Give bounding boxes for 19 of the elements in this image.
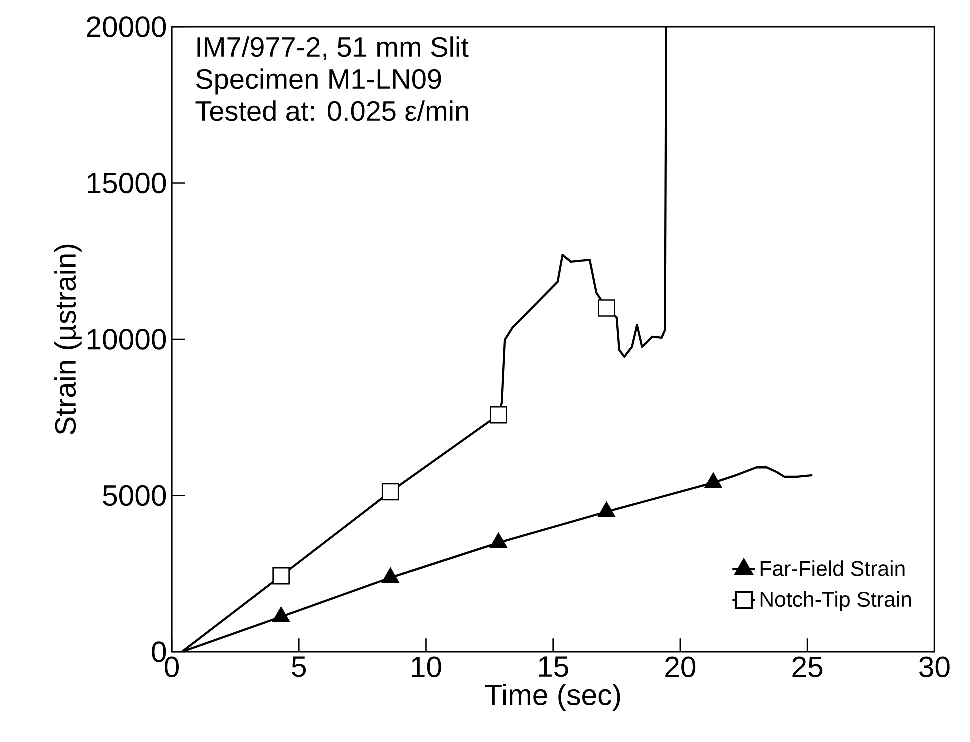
annotation: Tested at: 0.025 ε/min bbox=[196, 100, 468, 122]
x-tick-label: 25 bbox=[792, 656, 823, 678]
x-tick-label: 10 bbox=[412, 656, 442, 678]
y-tick-label: 15000 bbox=[88, 172, 166, 194]
x-axis-title: Time (sec) bbox=[485, 684, 620, 712]
annotation: Specimen M1-LN09 bbox=[196, 68, 442, 95]
legend-label: Notch-Tip Strain bbox=[760, 591, 912, 612]
y-tick-label: 20000 bbox=[87, 16, 166, 38]
y-tick-label: 10000 bbox=[88, 329, 166, 350]
y-tick-label: 5000 bbox=[103, 485, 166, 506]
x-tick-label: 5 bbox=[292, 656, 306, 678]
annotation: IM7/977-2, 51 mm Slit bbox=[198, 36, 469, 60]
legend-label: Far-Field Strain bbox=[760, 560, 905, 576]
x-tick-label: 0 bbox=[164, 656, 180, 678]
x-tick-label: 20 bbox=[666, 656, 696, 678]
x-tick-label: 30 bbox=[919, 656, 950, 678]
y-axis-title: Strain (µstrain) bbox=[54, 244, 82, 435]
x-tick-label: 15 bbox=[539, 656, 568, 678]
y-tick-label: 0 bbox=[152, 642, 166, 662]
